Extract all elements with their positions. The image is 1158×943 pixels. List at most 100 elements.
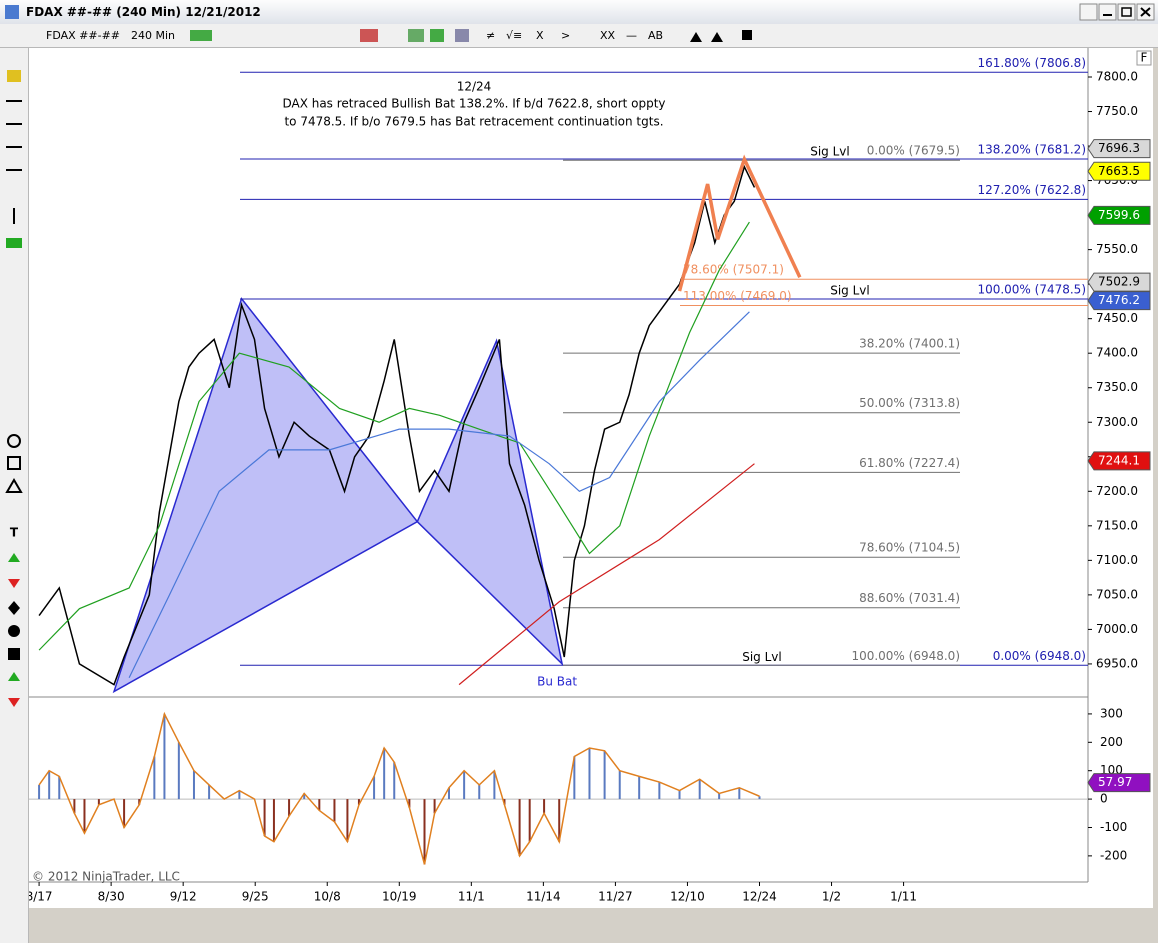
price-badge-label: 7476.2: [1098, 293, 1140, 307]
price-badge: [1087, 451, 1151, 471]
toolbar-button[interactable]: >: [561, 29, 571, 42]
level-label: 127.20% (7622.8): [977, 183, 1086, 197]
price-badge: [1087, 161, 1151, 181]
toolbar-icon[interactable]: [408, 29, 424, 42]
chart-background: [29, 48, 1153, 908]
sig-level-label: Sig Lvl: [742, 650, 782, 664]
toolbar-icon[interactable]: [190, 30, 212, 41]
toolbar-button[interactable]: AB: [648, 29, 664, 42]
level-label: 161.80% (7806.8): [977, 56, 1086, 70]
x-tick-label: 11/27: [598, 890, 633, 904]
title-bar: FDAX ##-## (240 Min) 12/21/2012: [0, 0, 1158, 24]
level-label: 78.60% (7104.5): [859, 541, 960, 555]
y-tick-label: 6950.0: [1096, 656, 1138, 670]
level-label: 100.00% (6948.0): [851, 649, 960, 663]
x-tick-label: 8/17: [26, 890, 53, 904]
window-title: FDAX ##-## (240 Min) 12/21/2012: [26, 5, 261, 19]
toolbar-button[interactable]: X: [536, 29, 544, 42]
x-tick-label: 1/2: [822, 890, 841, 904]
toolbar-button[interactable]: ≠: [486, 29, 496, 42]
level-label: 100.00% (7478.5): [977, 282, 1086, 296]
price-badge-label: 7244.1: [1098, 453, 1140, 467]
toolbar-button[interactable]: √≡: [506, 29, 523, 42]
price-badge: [1087, 773, 1151, 793]
tool-icon[interactable]: [8, 625, 20, 637]
price-line: [38, 164, 756, 686]
tool-icon[interactable]: [5, 478, 23, 493]
y-tick-label: 200: [1100, 735, 1123, 749]
tool-icon[interactable]: [8, 672, 20, 681]
level-label: 0.00% (6948.0): [993, 649, 1086, 663]
tool-icon[interactable]: [8, 553, 20, 562]
price-badge: [1087, 205, 1151, 225]
price-badge-label: 7599.6: [1098, 208, 1140, 222]
tool-icon[interactable]: [7, 70, 21, 82]
toolbar-icon[interactable]: [430, 29, 444, 42]
price-badge-label: 7696.3: [1098, 141, 1140, 155]
tool-icon[interactable]: [7, 456, 21, 470]
price-badge: [1087, 272, 1151, 292]
sig-level-label: Sig Lvl: [830, 283, 870, 297]
toolbar: FDAX ##-## 240 Min ≠ √≡ X > XX — AB: [0, 24, 1158, 48]
x-tick-label: 11/14: [526, 890, 561, 904]
tool-icon[interactable]: [8, 579, 20, 588]
price-line: [458, 463, 755, 686]
level-label: 88.60% (7031.4): [859, 591, 960, 605]
tool-icon[interactable]: [6, 238, 22, 248]
panel-button[interactable]: [1136, 50, 1152, 66]
x-tick-label: 8/30: [98, 890, 125, 904]
copyright: © 2012 NinjaTrader, LLC: [32, 870, 180, 884]
toolbar-button[interactable]: —: [626, 29, 637, 42]
y-tick-label: 0: [1100, 792, 1108, 806]
price-line: [128, 311, 750, 678]
pattern-leg: [416, 338, 564, 667]
toolbar-button[interactable]: XX: [600, 29, 616, 42]
y-tick-label: -200: [1100, 848, 1127, 862]
text-tool[interactable]: T: [10, 526, 19, 540]
y-tick-label: 7550.0: [1096, 242, 1138, 256]
drawing-toolbar: T: [0, 48, 29, 943]
tool-icon[interactable]: [7, 434, 21, 448]
instrument-selector[interactable]: FDAX ##-##: [46, 29, 120, 42]
price-badge-label: 7502.9: [1098, 275, 1140, 289]
y-tick-label: 7100.0: [1096, 553, 1138, 567]
tool-icon[interactable]: [8, 698, 20, 707]
maximize-glyph: [1121, 7, 1132, 17]
pattern-leg: [112, 297, 419, 694]
x-tick-label: 1/11: [890, 890, 917, 904]
maximize-button[interactable]: [1117, 3, 1136, 21]
x-tick-label: 10/19: [382, 890, 417, 904]
x-tick-label: 9/12: [170, 890, 197, 904]
y-tick-label: 7200.0: [1096, 484, 1138, 498]
y-tick-label: 7300.0: [1096, 415, 1138, 429]
projection-line: [677, 154, 802, 292]
annotation: 12/24: [457, 80, 492, 94]
level-label: 38.20% (7400.1): [859, 337, 960, 351]
annotation: to 7478.5. If b/o 7679.5 has Bat retrace…: [284, 115, 663, 129]
sig-level-label: Sig Lvl: [810, 145, 850, 159]
price-badge: [1087, 291, 1151, 311]
tool-icon[interactable]: [8, 648, 20, 660]
price-badge: [1087, 139, 1151, 159]
x-tick-label: 12/24: [742, 890, 777, 904]
tool-icon[interactable]: [8, 601, 20, 615]
y-tick-label: 7000.0: [1096, 622, 1138, 636]
minimize-button[interactable]: [1098, 3, 1117, 21]
y-tick-label: 7150.0: [1096, 518, 1138, 532]
oscillator-line: [38, 711, 760, 865]
title-bar-icons: [5, 3, 1155, 21]
toolbar-icons: [190, 29, 752, 42]
toolbar-icon[interactable]: [360, 29, 378, 42]
interval-selector[interactable]: 240 Min: [131, 29, 176, 42]
toolbar-icon[interactable]: [742, 30, 752, 40]
panel-label: F: [1141, 51, 1148, 65]
y-tick-label: -100: [1100, 820, 1127, 834]
toolbar-icon[interactable]: [690, 32, 702, 42]
toolbar-icon[interactable]: [455, 29, 469, 42]
close-glyph: [1140, 7, 1151, 17]
drawing-tools: T: [5, 70, 23, 707]
help-button[interactable]: [1079, 3, 1098, 21]
y-tick-label: 7750.0: [1096, 104, 1138, 118]
toolbar-icon[interactable]: [711, 32, 723, 42]
